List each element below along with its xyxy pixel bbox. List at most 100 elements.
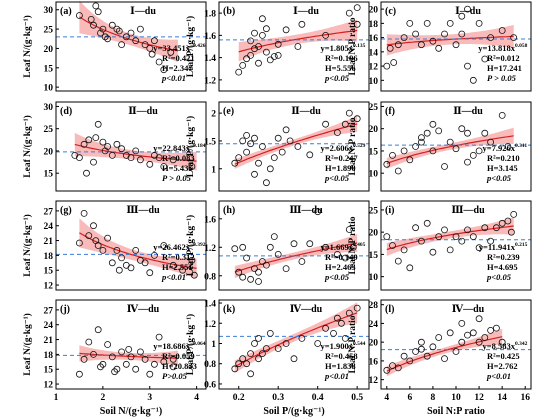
data-point: [417, 338, 425, 346]
x-tick-label: 0.3: [272, 393, 284, 403]
data-point: [104, 143, 111, 150]
data-point: [239, 273, 247, 281]
data-point: [150, 37, 158, 45]
y-tick-label: 1.5: [204, 137, 216, 147]
data-point: [446, 329, 454, 337]
panel-letter: (f): [385, 106, 395, 117]
data-point: [141, 41, 149, 48]
group-title: Ⅱ—du: [453, 106, 483, 117]
fit-stat: P>0.05: [162, 371, 188, 381]
y-tick-label: 20: [369, 6, 379, 16]
x-tick-label: 4: [194, 393, 199, 403]
data-point: [92, 2, 100, 10]
x-tick-label: 1: [54, 393, 59, 403]
plot-frame: [218, 200, 370, 291]
panel-letter: (a): [60, 6, 72, 17]
plot-frame: [380, 1, 532, 92]
data-point: [383, 233, 391, 241]
data-point: [333, 314, 341, 322]
data-point: [458, 30, 466, 38]
fit-stat: R²=0.149: [325, 252, 358, 262]
data-point: [458, 125, 466, 133]
y-tick-label: 12: [44, 282, 54, 292]
data-point: [423, 219, 431, 227]
data-point: [298, 334, 306, 342]
data-point: [136, 25, 144, 33]
data-point: [83, 169, 90, 177]
data-point: [243, 254, 251, 262]
data-point: [274, 250, 282, 258]
data-point: [262, 345, 270, 352]
data-point: [423, 129, 431, 137]
fit-line: [386, 225, 514, 251]
data-point: [452, 348, 460, 355]
data-point: [255, 278, 262, 285]
y-tick-label: 1.6: [204, 215, 216, 225]
data-point: [286, 137, 294, 145]
y-tick-label: 0.8: [204, 360, 216, 370]
data-point: [458, 338, 466, 346]
data-point: [190, 271, 198, 279]
data-point: [278, 148, 286, 156]
data-point: [507, 228, 515, 236]
data-point: [108, 21, 116, 29]
data-point: [423, 19, 431, 27]
data-point: [132, 147, 140, 155]
data-point: [458, 319, 466, 327]
plot-frame: [218, 101, 370, 192]
data-point: [97, 29, 104, 37]
data-point: [262, 25, 270, 33]
data-point: [167, 48, 175, 56]
data-point: [498, 219, 506, 227]
data-point: [290, 355, 298, 363]
y-axis-label: Leaf N/(g·kg⁻¹): [22, 115, 33, 177]
data-point: [498, 338, 506, 346]
y-tick-label: 14: [369, 48, 379, 58]
data-point: [127, 29, 135, 37]
y-tick-label: 10: [369, 273, 379, 283]
data-point: [298, 20, 306, 28]
data-point: [417, 134, 425, 142]
data-point: [266, 243, 274, 251]
data-point: [353, 115, 361, 123]
data-point: [235, 154, 243, 162]
y-tick-label: 1.4: [204, 300, 216, 310]
data-point: [475, 338, 483, 346]
data-point: [141, 259, 149, 267]
data-point: [306, 240, 314, 248]
data-point: [258, 258, 266, 265]
fit-stat: H=5.556: [325, 63, 356, 73]
y-tick-label: 12: [44, 381, 54, 391]
fit-line: [386, 135, 514, 164]
y-tick-label: 12: [369, 63, 379, 73]
data-point: [322, 324, 330, 332]
data-point: [464, 129, 471, 137]
fit-stat: H=2.762: [487, 361, 518, 371]
data-point: [136, 348, 144, 356]
group-title: Ⅰ—du: [130, 6, 156, 17]
fit-exponent: 0.405: [353, 242, 366, 248]
group-title: Ⅲ—du: [451, 205, 485, 216]
data-point: [262, 48, 270, 56]
data-point: [127, 154, 135, 162]
y-tick-label: 10: [44, 84, 54, 94]
data-point: [498, 27, 506, 34]
fit-stat: R²=0.247: [325, 153, 358, 163]
fit-equation: y=22.843x: [153, 143, 190, 153]
y-axis-label: Leaf P/(g·kg⁻¹): [185, 314, 196, 375]
y-tick-label: 20: [369, 339, 379, 349]
data-point: [322, 120, 330, 128]
y-tick-label: 20: [369, 229, 379, 239]
data-point: [231, 245, 239, 253]
data-point: [146, 45, 154, 52]
data-point: [258, 350, 266, 358]
panel-letter: (b): [223, 6, 235, 17]
data-point: [251, 45, 258, 53]
data-point: [345, 9, 353, 17]
fit-line: [386, 35, 514, 46]
panel-b: 1.2 1.4 1.6 1.8 (b) Ⅰ—du Leaf P/(g·kg⁻¹) y=1.80…: [185, 1, 370, 92]
fit-stat: p<0.05: [324, 272, 350, 282]
y-tick-label: 15: [44, 64, 54, 74]
data-point: [258, 143, 266, 150]
data-point: [118, 41, 125, 48]
